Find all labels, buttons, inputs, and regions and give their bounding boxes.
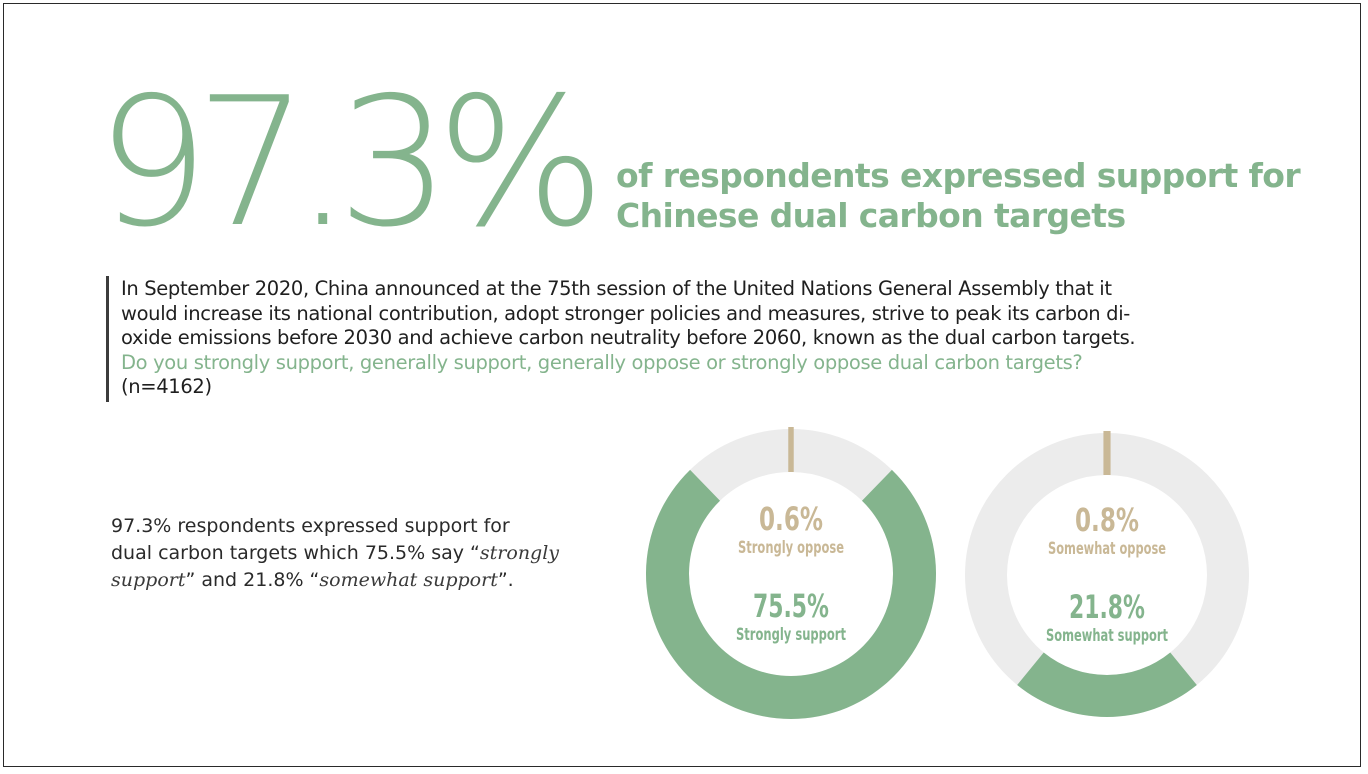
donut-chart-1: 0.6%Strongly oppose 75.5%Strongly support xyxy=(646,427,936,719)
donut-track xyxy=(965,433,1249,717)
context-line-2: would increase its national contribution… xyxy=(121,301,1130,325)
oppose-percent-label: 0.8% xyxy=(1075,501,1139,539)
summary-part-1: 97.3% respondents expressed support for xyxy=(111,515,510,537)
oppose-category-label: Strongly oppose xyxy=(738,538,844,558)
summary-part-7: ”. xyxy=(497,569,514,591)
headline-line-1: of respondents expressed support for xyxy=(616,156,1301,195)
sample-size: (n=4162) xyxy=(121,375,212,398)
support-slice xyxy=(646,469,936,719)
headline-text: of respondents expressed support for Chi… xyxy=(616,156,1301,236)
support-category-label: Strongly support xyxy=(736,625,846,645)
summary-part-6: somewhat support xyxy=(319,569,498,591)
summary-part-3: strongly xyxy=(479,542,560,564)
summary-line-3: support” and 21.8% “somewhat support”. xyxy=(111,567,559,594)
oppose-slice xyxy=(1103,431,1111,475)
summary-part-5: ” and 21.8% “ xyxy=(185,569,320,591)
oppose-slice xyxy=(788,427,794,472)
oppose-category-label: Somewhat oppose xyxy=(1048,539,1166,559)
summary-text: 97.3% respondents expressed support for … xyxy=(111,513,559,594)
summary-line-1: 97.3% respondents expressed support for xyxy=(111,513,559,540)
context-line-3: oxide emissions before 2030 and achieve … xyxy=(121,326,1136,349)
summary-line-2: dual carbon targets which 75.5% say “str… xyxy=(111,540,559,567)
summary-part-4: support xyxy=(111,569,186,591)
quote-bar xyxy=(106,276,109,402)
headline-percent: 97.3% xyxy=(96,59,605,266)
support-percent-label: 21.8% xyxy=(1069,588,1145,626)
donut-chart-2: 0.8%Somewhat oppose 21.8%Somewhat support xyxy=(965,431,1249,717)
support-percent-label: 75.5% xyxy=(753,587,829,625)
headline-line-2: Chinese dual carbon targets xyxy=(616,196,1126,235)
support-category-label: Somewhat support xyxy=(1046,626,1168,646)
oppose-percent-label: 0.6% xyxy=(759,500,823,538)
support-slice xyxy=(1017,652,1197,717)
context-line-1: In September 2020, China announced at th… xyxy=(121,277,1112,300)
survey-question: Do you strongly support, generally suppo… xyxy=(121,350,1083,374)
summary-part-2: dual carbon targets which 75.5% say “ xyxy=(111,542,480,564)
survey-question-block: In September 2020, China announced at th… xyxy=(121,277,1256,400)
